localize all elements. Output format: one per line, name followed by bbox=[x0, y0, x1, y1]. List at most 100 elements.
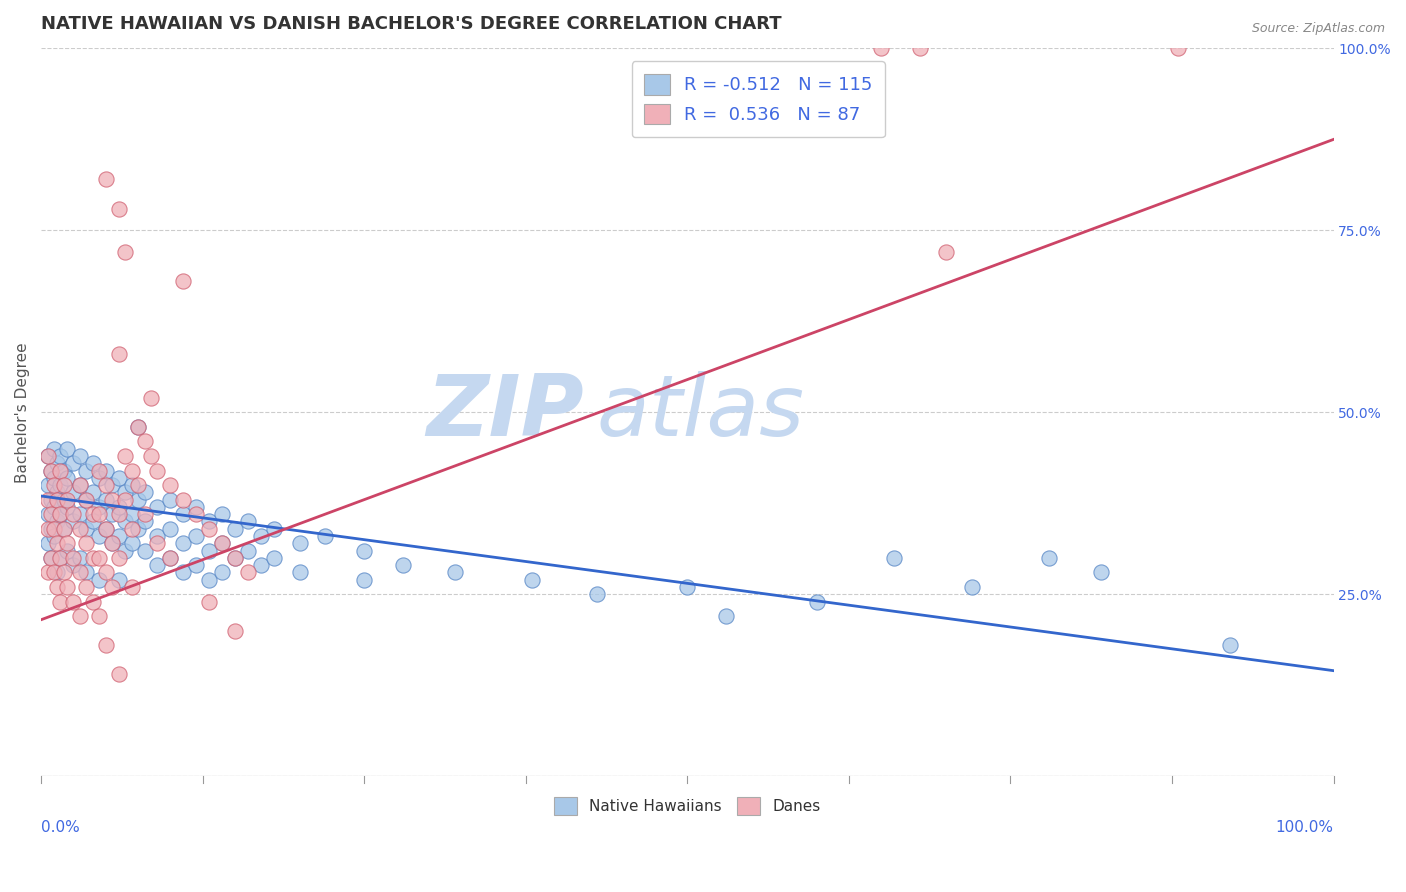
Point bbox=[236, 543, 259, 558]
Point bbox=[107, 550, 129, 565]
Point bbox=[198, 543, 221, 558]
Point bbox=[37, 449, 59, 463]
Point bbox=[89, 507, 111, 521]
Point bbox=[62, 485, 84, 500]
Point bbox=[288, 536, 311, 550]
Point bbox=[676, 580, 699, 594]
Point bbox=[198, 573, 221, 587]
Point bbox=[146, 536, 169, 550]
Point bbox=[353, 543, 375, 558]
Point bbox=[45, 580, 67, 594]
Point bbox=[56, 500, 79, 514]
Point bbox=[960, 580, 983, 594]
Point bbox=[114, 485, 136, 500]
Point bbox=[139, 449, 162, 463]
Point bbox=[107, 573, 129, 587]
Point bbox=[89, 464, 111, 478]
Point bbox=[41, 464, 63, 478]
Point bbox=[186, 507, 208, 521]
Legend: Native Hawaiians, Danes: Native Hawaiians, Danes bbox=[547, 789, 828, 823]
Point bbox=[101, 492, 124, 507]
Point bbox=[82, 456, 104, 470]
Point bbox=[94, 522, 117, 536]
Point bbox=[75, 566, 97, 580]
Point bbox=[211, 566, 233, 580]
Point bbox=[89, 573, 111, 587]
Point bbox=[69, 478, 91, 492]
Point bbox=[101, 478, 124, 492]
Point bbox=[870, 41, 893, 55]
Point bbox=[49, 550, 72, 565]
Point bbox=[883, 550, 905, 565]
Point bbox=[159, 478, 181, 492]
Point bbox=[37, 478, 59, 492]
Point bbox=[114, 245, 136, 260]
Point bbox=[1219, 638, 1241, 652]
Point bbox=[172, 566, 194, 580]
Point bbox=[159, 550, 181, 565]
Point bbox=[75, 522, 97, 536]
Point bbox=[53, 478, 76, 492]
Point bbox=[49, 550, 72, 565]
Point bbox=[69, 507, 91, 521]
Point bbox=[37, 566, 59, 580]
Point bbox=[89, 609, 111, 624]
Point bbox=[186, 500, 208, 514]
Point bbox=[49, 507, 72, 521]
Point bbox=[159, 550, 181, 565]
Point bbox=[75, 464, 97, 478]
Point bbox=[224, 522, 246, 536]
Point bbox=[49, 449, 72, 463]
Point bbox=[42, 500, 65, 514]
Point bbox=[56, 536, 79, 550]
Point bbox=[75, 536, 97, 550]
Point bbox=[186, 529, 208, 543]
Point bbox=[121, 507, 143, 521]
Point bbox=[56, 492, 79, 507]
Point bbox=[107, 500, 129, 514]
Point bbox=[101, 580, 124, 594]
Point bbox=[101, 536, 124, 550]
Point bbox=[94, 492, 117, 507]
Point bbox=[146, 529, 169, 543]
Point bbox=[53, 522, 76, 536]
Point bbox=[69, 566, 91, 580]
Point bbox=[211, 536, 233, 550]
Point bbox=[443, 566, 465, 580]
Point bbox=[159, 492, 181, 507]
Point bbox=[62, 550, 84, 565]
Point bbox=[42, 471, 65, 485]
Point bbox=[114, 515, 136, 529]
Point bbox=[236, 515, 259, 529]
Point bbox=[82, 594, 104, 608]
Point bbox=[94, 464, 117, 478]
Point bbox=[121, 522, 143, 536]
Point bbox=[89, 529, 111, 543]
Point bbox=[89, 471, 111, 485]
Point bbox=[114, 543, 136, 558]
Point bbox=[37, 536, 59, 550]
Point bbox=[94, 566, 117, 580]
Point bbox=[392, 558, 415, 573]
Point bbox=[42, 566, 65, 580]
Point bbox=[107, 529, 129, 543]
Point bbox=[935, 245, 957, 260]
Point bbox=[585, 587, 607, 601]
Point bbox=[114, 449, 136, 463]
Point bbox=[45, 536, 67, 550]
Point bbox=[134, 507, 156, 521]
Point bbox=[250, 529, 273, 543]
Point bbox=[41, 522, 63, 536]
Point bbox=[314, 529, 336, 543]
Point bbox=[127, 522, 149, 536]
Point bbox=[49, 594, 72, 608]
Point bbox=[62, 558, 84, 573]
Point bbox=[37, 492, 59, 507]
Point bbox=[101, 507, 124, 521]
Point bbox=[107, 507, 129, 521]
Point bbox=[134, 515, 156, 529]
Point bbox=[94, 172, 117, 186]
Point bbox=[62, 594, 84, 608]
Point bbox=[62, 456, 84, 470]
Point bbox=[49, 464, 72, 478]
